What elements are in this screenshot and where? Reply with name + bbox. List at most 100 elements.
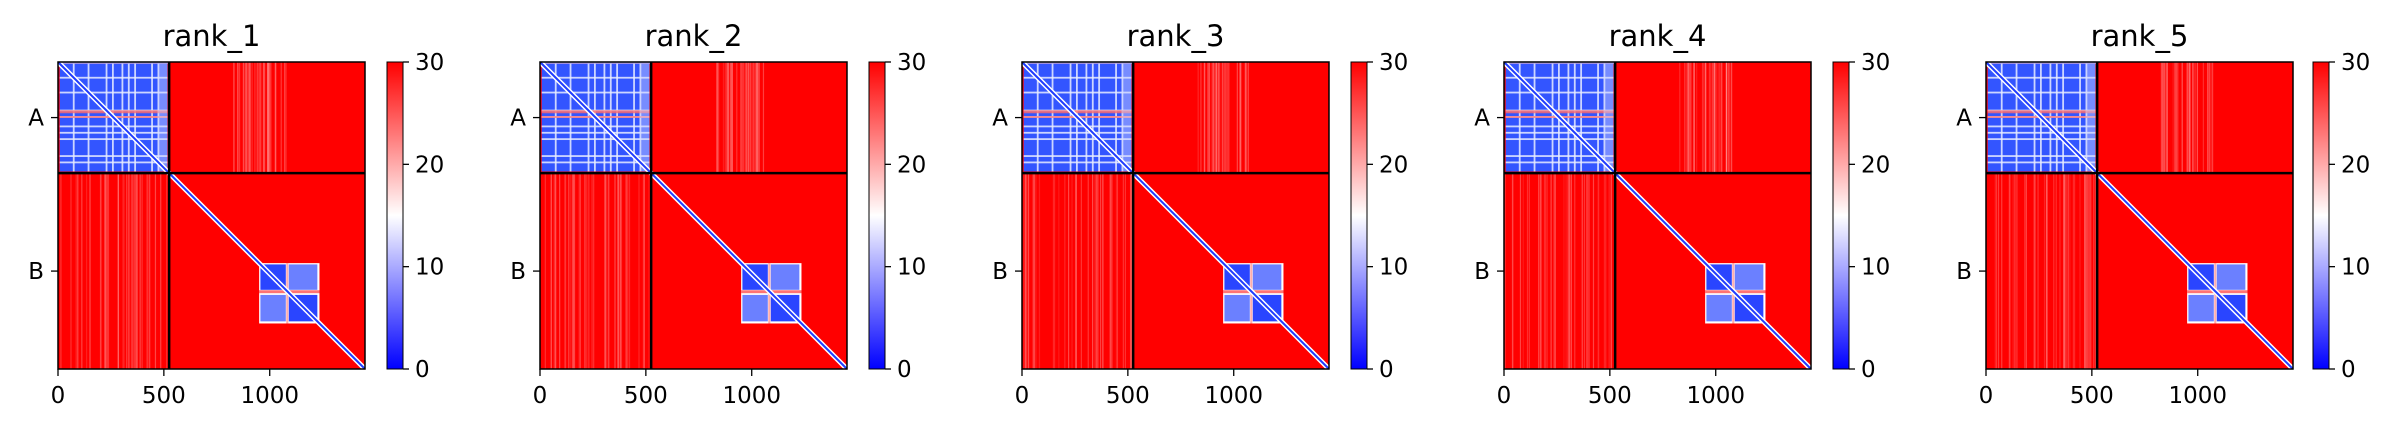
heatmap-streak (1096, 173, 1098, 369)
heatmap-streak (1705, 62, 1707, 174)
heatmap-streak (2181, 62, 2183, 174)
heatmap-streak (1583, 173, 1586, 369)
heatmap-streak (1710, 62, 1712, 174)
heatmap-band (1121, 63, 1132, 172)
heatmap-streak (1033, 173, 1035, 369)
heatmap-streak (1109, 173, 1111, 369)
panel-4: rank_4 A B 0 500 1000 0 10 20 30 (1474, 19, 1890, 409)
heatmap-streak (731, 62, 733, 174)
heatmap-streak (1131, 173, 1133, 369)
colorbar-tick-label: 0 (2341, 357, 2356, 383)
heatmap-diagonal (1985, 61, 2294, 370)
heatmap-streak (249, 62, 251, 174)
heatmap-block-B-sub (1734, 264, 1764, 290)
heatmap-block-B-sub (1252, 264, 1282, 290)
heatmap-streak (756, 62, 759, 174)
heatmap-streak (1221, 62, 1223, 174)
heatmap-streak (2067, 173, 2069, 369)
y-tick-label: B (510, 259, 526, 285)
heatmap-streak (1553, 173, 1555, 369)
heatmap-stripe (1023, 138, 1132, 141)
heatmap-streak (1565, 173, 1567, 369)
heatmap-streak (246, 62, 248, 174)
y-tick-label: A (992, 106, 1008, 132)
heatmap-streak (233, 62, 235, 174)
heatmap-stripe (1505, 155, 1614, 157)
x-tick-label: 500 (624, 383, 668, 409)
heatmap-streak (1110, 173, 1112, 369)
heatmap-streak (2186, 62, 2188, 174)
heatmap-streak (724, 62, 726, 174)
colorbar-tick-label: 10 (415, 255, 444, 281)
colorbar-tick-label: 30 (897, 50, 926, 76)
heatmap-streak (1693, 62, 1695, 174)
heatmap-streak (2025, 173, 2028, 369)
x-tick-label: 500 (1106, 383, 1150, 409)
colorbar-tick-label: 20 (897, 152, 926, 178)
heatmap-block-A-edge (540, 62, 652, 64)
heatmap-streak (1720, 62, 1722, 174)
x-tick-label: 1000 (2168, 383, 2227, 409)
colorbar-tick-label: 20 (415, 152, 444, 178)
heatmap-streak (237, 62, 239, 174)
heatmap-streak (2024, 173, 2026, 369)
colorbar-tick-label: 20 (2341, 152, 2370, 178)
heatmap-streak (139, 173, 141, 369)
heatmap-streak (1512, 173, 1514, 369)
heatmap-streak (75, 173, 77, 369)
heatmap-stripe (1987, 138, 2096, 141)
heatmap-streak (1997, 173, 2000, 369)
heatmap-streak (254, 62, 256, 174)
heatmap-streak (1097, 173, 1099, 369)
heatmap-block-B-sub (2216, 264, 2246, 290)
x-tick-label: 500 (2070, 383, 2114, 409)
heatmap-streak (1099, 173, 1102, 369)
heatmap-streak (2196, 62, 2199, 174)
heatmap-streak (2037, 173, 2039, 369)
heatmap-streak (1032, 173, 1034, 369)
heatmap-streak (564, 173, 566, 369)
heatmap-streak (1023, 173, 1025, 369)
heatmap-streak (1610, 173, 1612, 369)
heatmap-streak (1693, 62, 1695, 174)
heatmap-streak (268, 62, 270, 174)
heatmap-streak (2172, 62, 2174, 174)
heatmap-streak (1721, 62, 1723, 174)
heatmap-streak (2162, 62, 2164, 174)
heatmap-streak (1115, 173, 1118, 369)
heatmap-streak (1568, 173, 1570, 369)
heatmap-streak (1208, 62, 1211, 174)
heatmap-block-A-edge (1022, 62, 1134, 64)
heatmap-block-B-sub (288, 264, 318, 290)
colorbar-tick-label: 0 (897, 357, 912, 383)
heatmap-streak (744, 62, 746, 174)
heatmap-streak (2189, 62, 2191, 174)
heatmap-streak (747, 62, 749, 174)
heatmap-streak (2160, 62, 2162, 174)
heatmap-streak (617, 173, 619, 369)
heatmap-streak (1528, 173, 1530, 369)
heatmap-streak (604, 173, 606, 369)
heatmap-streak (1219, 62, 1221, 174)
y-tick-label: A (1956, 106, 1972, 132)
heatmap-stripe (59, 155, 168, 157)
heatmap-streak (1519, 173, 1522, 369)
x-tick-label: 1000 (722, 383, 781, 409)
heatmap-streak (755, 62, 757, 174)
heatmap-streak (2055, 173, 2057, 369)
heatmap-streak (99, 173, 102, 369)
x-tick-label: 1000 (1204, 383, 1263, 409)
heatmap-streak (2072, 173, 2075, 369)
heatmap-streak (2181, 62, 2183, 174)
heatmap-streak (2016, 173, 2018, 369)
panel-title: rank_5 (2091, 19, 2189, 53)
heatmap-streak (2192, 62, 2194, 174)
heatmap-streak (1067, 173, 1070, 369)
heatmap-streak (270, 62, 272, 174)
heatmap-streak (1539, 173, 1541, 369)
heatmap-streak (2066, 173, 2068, 369)
heatmap-streak (745, 62, 747, 174)
heatmap-streak (643, 173, 645, 369)
heatmap-streak (268, 62, 270, 174)
heatmap-streak (2209, 62, 2211, 174)
